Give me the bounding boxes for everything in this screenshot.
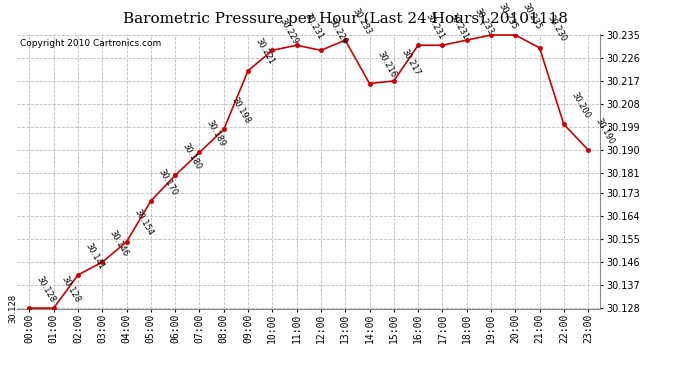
Text: 30.141: 30.141 <box>83 241 106 271</box>
Text: 30.216: 30.216 <box>375 50 397 80</box>
Text: 30.235: 30.235 <box>497 1 519 31</box>
Text: 30.235: 30.235 <box>521 1 543 31</box>
Text: 30.229: 30.229 <box>278 16 300 46</box>
Text: 30.231: 30.231 <box>448 11 471 41</box>
Text: 30.233: 30.233 <box>472 6 495 36</box>
Text: 30.200: 30.200 <box>569 91 592 120</box>
Text: 30.189: 30.189 <box>205 118 228 148</box>
Text: 30.233: 30.233 <box>351 6 373 36</box>
Text: 30.198: 30.198 <box>229 96 252 125</box>
Text: 30.190: 30.190 <box>593 116 616 146</box>
Text: 30.217: 30.217 <box>400 47 422 77</box>
Text: Copyright 2010 Cartronics.com: Copyright 2010 Cartronics.com <box>20 39 161 48</box>
Text: 30.180: 30.180 <box>181 141 203 171</box>
Text: Barometric Pressure per Hour (Last 24 Hours) 20101118: Barometric Pressure per Hour (Last 24 Ho… <box>123 11 567 26</box>
Text: 30.128: 30.128 <box>59 274 81 304</box>
Text: 30.231: 30.231 <box>424 11 446 41</box>
Text: 30.230: 30.230 <box>545 14 567 44</box>
Text: 30.146: 30.146 <box>108 228 130 258</box>
Text: 30.221: 30.221 <box>254 37 276 67</box>
Text: 30.170: 30.170 <box>157 167 179 197</box>
Text: 30.154: 30.154 <box>132 208 155 238</box>
Text: 30.231: 30.231 <box>302 11 324 41</box>
Text: 30.229: 30.229 <box>326 16 348 46</box>
Text: 30.128: 30.128 <box>35 274 57 304</box>
Text: 30.128: 30.128 <box>8 294 17 322</box>
